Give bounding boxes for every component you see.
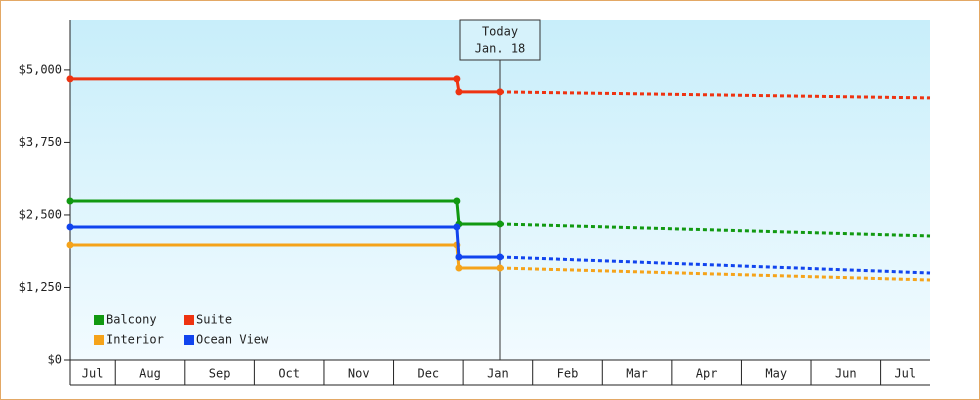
y-tick-label: $1,250 <box>19 280 62 294</box>
today-box <box>459 19 541 61</box>
x-tick-label: May <box>765 367 787 381</box>
x-tick-label: Jul <box>894 367 916 381</box>
x-tick-label: Aug <box>139 367 161 381</box>
y-tick-label: $3,750 <box>19 135 62 149</box>
point <box>453 223 461 231</box>
legend-swatch <box>184 315 194 325</box>
x-tick-label: Apr <box>696 367 718 381</box>
x-tick-label: Jun <box>835 367 857 381</box>
point <box>455 88 463 96</box>
legend-label: Suite <box>196 313 232 327</box>
series-line <box>70 225 500 259</box>
legend-label: Balcony <box>106 313 157 327</box>
y-tick-label: $0 <box>48 353 62 367</box>
x-tick-label: Dec <box>417 367 439 381</box>
y-tick-label: $2,500 <box>19 207 62 221</box>
legend-label: Ocean View <box>196 333 269 347</box>
forecast-line <box>499 222 931 238</box>
legend-swatch <box>94 335 104 345</box>
legend-swatch <box>184 335 194 345</box>
point <box>453 75 461 83</box>
today-label: Today <box>482 25 518 39</box>
y-tick-label: $5,000 <box>19 62 62 76</box>
point <box>66 75 74 83</box>
point <box>496 88 504 96</box>
point <box>66 241 74 249</box>
x-tick-label: Jul <box>82 367 104 381</box>
point <box>496 220 504 228</box>
point <box>455 264 463 272</box>
x-tick-label: Jan <box>487 367 509 381</box>
forecast-line <box>499 266 931 282</box>
forecast-line <box>499 255 931 275</box>
point <box>66 197 74 205</box>
legend-label: Interior <box>106 333 164 347</box>
point <box>453 197 461 205</box>
point <box>455 253 463 261</box>
x-tick-label: Nov <box>348 367 370 381</box>
forecast-line <box>499 90 931 100</box>
point <box>66 223 74 231</box>
legend-swatch <box>94 315 104 325</box>
point <box>496 253 504 261</box>
x-tick-label: Oct <box>278 367 300 381</box>
x-tick-label: Mar <box>626 367 648 381</box>
x-tick-label: Feb <box>557 367 579 381</box>
series-line <box>70 199 500 226</box>
today-label: Jan. 18 <box>475 42 526 56</box>
x-tick-label: Sep <box>209 367 231 381</box>
series-line <box>70 77 500 94</box>
point <box>496 264 504 272</box>
